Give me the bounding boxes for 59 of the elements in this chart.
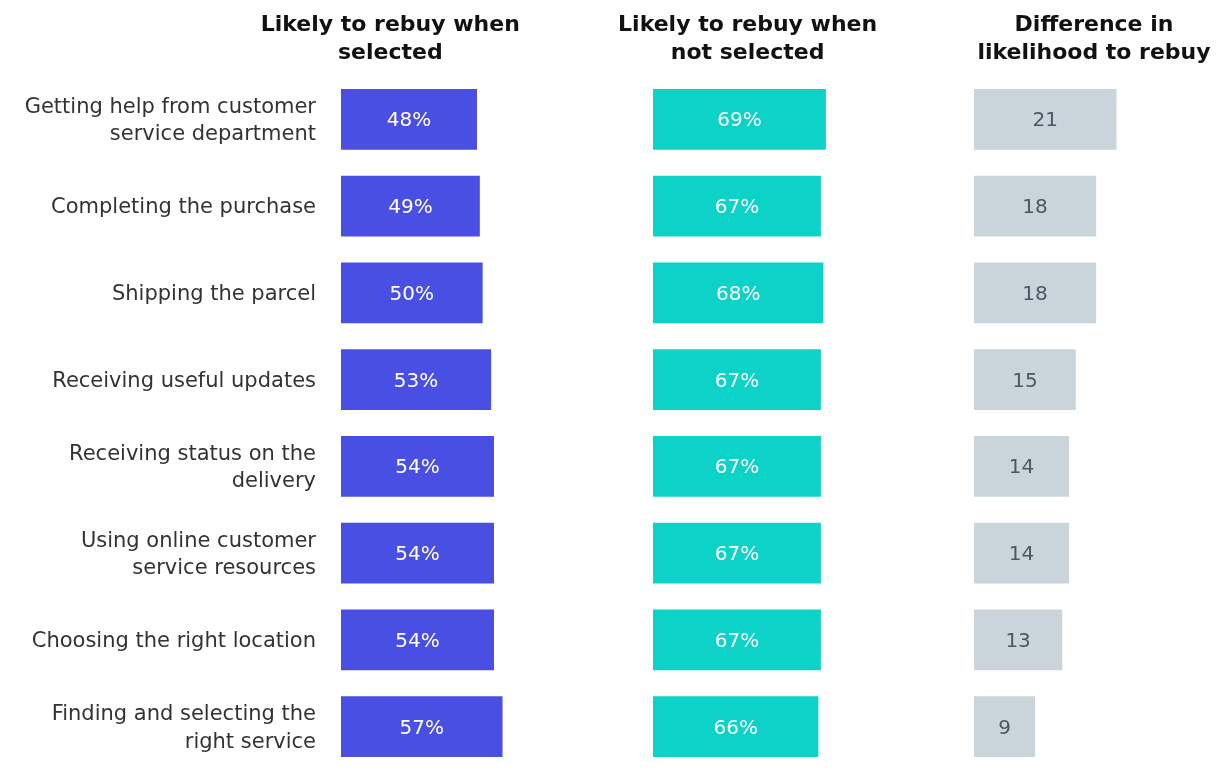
chart-title: Likely to rebuy when not selected <box>618 10 878 65</box>
data-label: 54% <box>395 627 440 652</box>
y-tick-label: Receiving useful updates <box>52 367 316 392</box>
bar <box>341 696 503 757</box>
bar <box>653 89 826 150</box>
bar <box>653 262 824 324</box>
data-label: 68% <box>715 280 761 305</box>
data-label: 53% <box>393 367 439 392</box>
bar <box>341 349 492 410</box>
bar <box>974 436 1069 497</box>
y-tick-label: Choosing the right location <box>31 628 316 653</box>
data-label: 9 <box>998 714 1011 739</box>
data-label: 67% <box>714 541 760 566</box>
data-label: 21 <box>1032 107 1058 132</box>
bar <box>341 436 494 497</box>
bar <box>653 609 821 671</box>
data-label: 14 <box>1008 541 1035 566</box>
bar <box>974 522 1069 584</box>
data-label: 49% <box>388 194 433 219</box>
y-tick-label: Getting help from customer service department <box>24 94 317 146</box>
chart-title: Difference in likelihood to rebuy <box>977 10 1211 65</box>
data-label: 50% <box>389 280 435 305</box>
data-label: 54% <box>395 454 440 479</box>
data-label: 67% <box>714 194 760 219</box>
bar <box>653 436 821 497</box>
bar <box>974 696 1036 757</box>
bar <box>341 89 477 150</box>
y-tick-label: Receiving status on the delivery <box>69 441 316 493</box>
bar <box>653 696 819 757</box>
data-label: 48% <box>386 107 432 132</box>
bar <box>974 175 1097 237</box>
data-label: 67% <box>714 367 760 392</box>
data-label: 69% <box>717 107 762 132</box>
data-label: 13 <box>1005 627 1031 652</box>
data-label: 67% <box>714 454 760 479</box>
y-tick-label: Using online customer service resources <box>80 527 317 580</box>
bar <box>974 609 1063 671</box>
bar <box>974 262 1097 324</box>
bar <box>341 262 483 324</box>
data-label: 15 <box>1012 367 1038 392</box>
data-label: 66% <box>713 714 758 739</box>
bar <box>974 89 1117 150</box>
bar <box>341 609 494 671</box>
data-label: 18 <box>1022 280 1048 305</box>
chart-title: Likely to rebuy when selected <box>260 10 520 65</box>
bar <box>653 522 821 584</box>
bar <box>653 349 821 410</box>
data-label: 57% <box>399 714 444 739</box>
data-label: 54% <box>395 541 440 566</box>
y-tick-label: Shipping the parcel <box>111 281 316 306</box>
bar <box>341 522 494 584</box>
data-label: 67% <box>714 627 760 652</box>
bar <box>974 349 1076 410</box>
data-label: 18 <box>1022 194 1048 219</box>
bar <box>653 175 821 237</box>
y-tick-label: Finding and selecting the right service <box>51 701 316 753</box>
data-label: 14 <box>1008 454 1035 479</box>
y-tick-label: Completing the purchase <box>51 194 316 219</box>
bar <box>341 175 480 237</box>
